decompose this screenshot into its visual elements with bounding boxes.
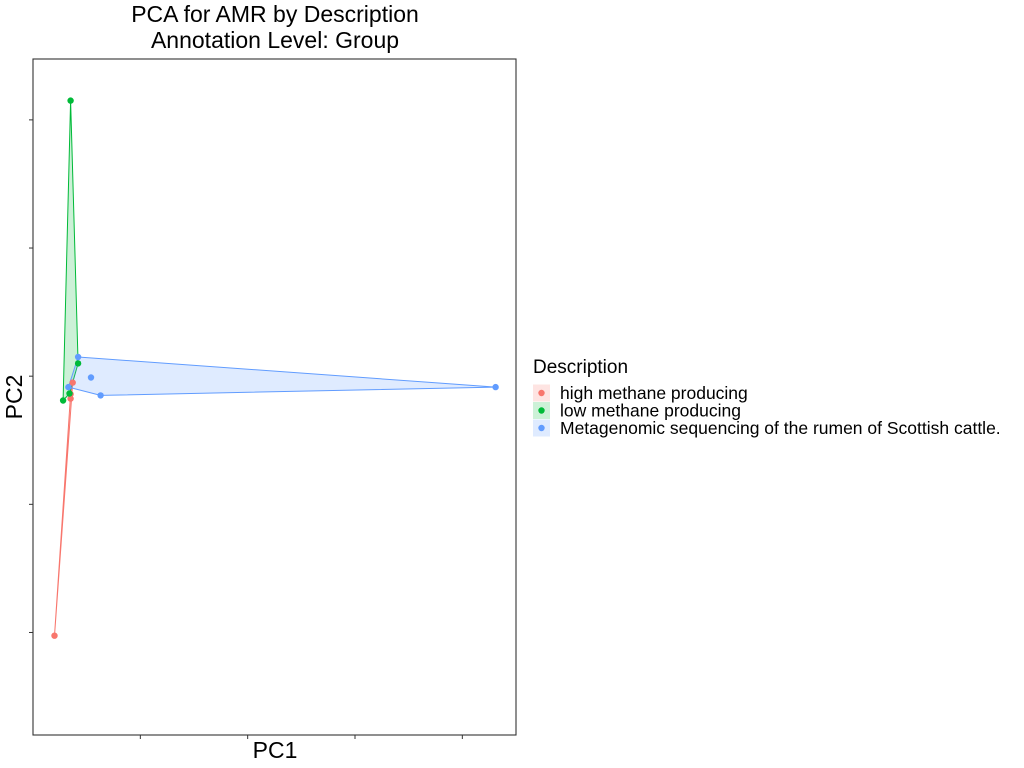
y-axis-label: PC2: [1, 375, 27, 420]
point-series-1-1: [74, 360, 82, 367]
legend-label-1: low methane producing: [560, 401, 741, 421]
axis-ticks: [29, 119, 463, 739]
legend-key-dot-2: [538, 424, 545, 432]
legend-key-dot-1: [538, 407, 545, 414]
legend-label-0: high methane producing: [560, 383, 748, 403]
point-series-2-3: [97, 392, 104, 399]
point-series-2-4: [492, 383, 499, 391]
panel-border: [32, 58, 517, 736]
hull-series-0: [54, 382, 74, 637]
point-series-0-3: [51, 632, 58, 639]
point-series-2-1: [87, 374, 95, 381]
point-series-0-0: [69, 379, 76, 386]
legend-label-2: Metagenomic sequencing of the rumen of S…: [560, 418, 1001, 438]
point-series-2-2: [65, 383, 72, 391]
point-series-1-2: [66, 390, 73, 397]
chart-title-line-2: Annotation Level: Group: [151, 27, 399, 53]
point-series-0-2: [67, 395, 74, 402]
chart-title-line-1: PCA for AMR by Description: [131, 1, 419, 27]
point-series-1-0: [67, 97, 74, 104]
hull-layer: [54, 100, 497, 637]
x-axis-label: PC1: [253, 737, 298, 763]
point-series-2-0: [74, 353, 82, 361]
hull-series-2: [67, 356, 497, 396]
points-layer: [51, 97, 499, 639]
point-series-1-3: [59, 397, 67, 404]
legend-key-dot-0: [538, 389, 545, 397]
legend-title: Description: [533, 357, 628, 378]
